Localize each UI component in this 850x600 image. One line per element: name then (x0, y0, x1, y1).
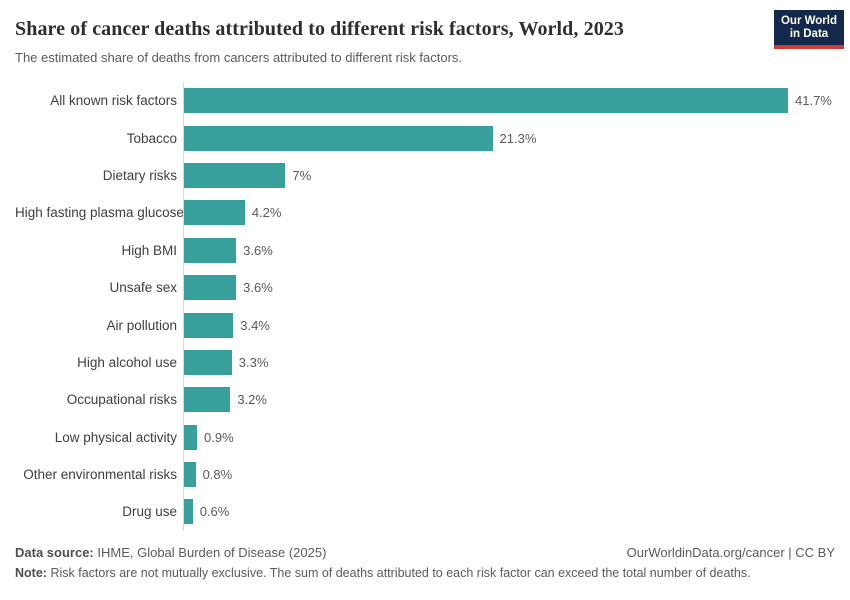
value-label: 3.6% (243, 242, 273, 258)
chart-title: Share of cancer deaths attributed to dif… (15, 18, 624, 40)
category-label: Occupational risks (66, 392, 177, 408)
value-label: 4.2% (251, 205, 282, 221)
category-label: Air pollution (106, 317, 177, 333)
category-label: Drug use (122, 504, 177, 520)
value-label: 0.9% (204, 429, 234, 445)
chart-subtitle: The estimated share of deaths from cance… (15, 50, 463, 65)
bar-track: 7% (183, 156, 835, 195)
note-label: Note: (15, 565, 47, 580)
bar[interactable] (184, 275, 237, 301)
attribution-text: OurWorldinData.org/cancer | CC BY (626, 544, 835, 560)
bar[interactable] (184, 349, 232, 375)
bar-row: Unsafe sex 3.6% (15, 268, 835, 307)
bar[interactable] (184, 200, 245, 226)
bar-row: Other environmental risks 0.8% (15, 455, 835, 494)
bar-row: High fasting plasma glucose 4.2% (15, 194, 835, 232)
bar-row: High alcohol use 3.3% (15, 343, 835, 382)
owid-logo-line2: in Data (789, 28, 829, 40)
bar-track: 41.7% (183, 82, 835, 120)
value-label: 41.7% (795, 93, 832, 109)
bar-track: 21.3% (183, 119, 835, 157)
bar[interactable] (184, 162, 286, 188)
category-label: Unsafe sex (109, 280, 177, 296)
bar-row: Drug use 0.6% (15, 493, 835, 531)
bar-row: Dietary risks 7% (15, 156, 835, 195)
bar-row: High BMI 3.6% (15, 231, 835, 269)
bar-track: 3.3% (183, 343, 835, 382)
chart-footer: Data source: IHME, Global Burden of Dise… (15, 545, 835, 580)
bar-track: 3.6% (183, 268, 835, 307)
category-label: Low physical activity (54, 429, 177, 445)
data-source-line: Data source: IHME, Global Burden of Dise… (15, 545, 326, 560)
bar[interactable] (184, 424, 198, 450)
bar-track: 3.2% (183, 381, 835, 419)
bar-track: 3.6% (183, 231, 835, 269)
bar[interactable] (184, 462, 196, 488)
value-label: 0.6% (199, 504, 230, 520)
owid-logo[interactable]: Our World in Data (774, 10, 844, 49)
category-label: High fasting plasma glucose (15, 205, 184, 221)
category-label: Tobacco (126, 130, 177, 146)
data-source-label: Data source: (15, 544, 94, 560)
bar-track: 0.9% (183, 418, 835, 456)
note-text: Risk factors are not mutually exclusive.… (50, 565, 751, 580)
category-label: Dietary risks (102, 167, 177, 183)
category-label: High alcohol use (77, 354, 177, 370)
value-label: 3.3% (238, 354, 269, 370)
bar[interactable] (184, 237, 237, 263)
bar-row: Air pollution 3.4% (15, 306, 835, 344)
bar-chart: All known risk factors 41.7% Tobacco 21.3% D… (15, 82, 835, 531)
value-label: 3.6% (243, 280, 273, 296)
category-label: Other environmental risks (23, 467, 177, 483)
bar-row: Low physical activity 0.9% (15, 418, 835, 456)
bar-track: 0.6% (183, 493, 835, 531)
category-label: All known risk factors (50, 93, 177, 109)
bar[interactable] (184, 387, 231, 413)
bar-row: Tobacco 21.3% (15, 119, 835, 157)
value-label: 0.8% (202, 467, 233, 483)
bar-row: All known risk factors 41.7% (15, 82, 835, 120)
bar[interactable] (184, 88, 788, 114)
bar-track: 4.2% (183, 194, 835, 232)
chart-note-line: Note: Risk factors are not mutually excl… (15, 566, 835, 580)
data-source-text: IHME, Global Burden of Disease (2025) (97, 544, 327, 560)
bar-track: 0.8% (183, 455, 835, 494)
bar[interactable] (184, 125, 493, 151)
bar-row: Occupational risks 3.2% (15, 381, 835, 419)
bar-track: 3.4% (183, 306, 835, 344)
value-label: 7% (292, 167, 312, 183)
category-label: High BMI (121, 242, 177, 258)
bar[interactable] (184, 499, 193, 525)
value-label: 3.2% (237, 392, 267, 408)
owid-logo-line1: Our World (780, 15, 837, 27)
chart-header: Share of cancer deaths attributed to dif… (15, 10, 844, 65)
value-label: 21.3% (499, 130, 537, 146)
value-label: 3.4% (240, 317, 270, 333)
bar[interactable] (184, 312, 234, 338)
